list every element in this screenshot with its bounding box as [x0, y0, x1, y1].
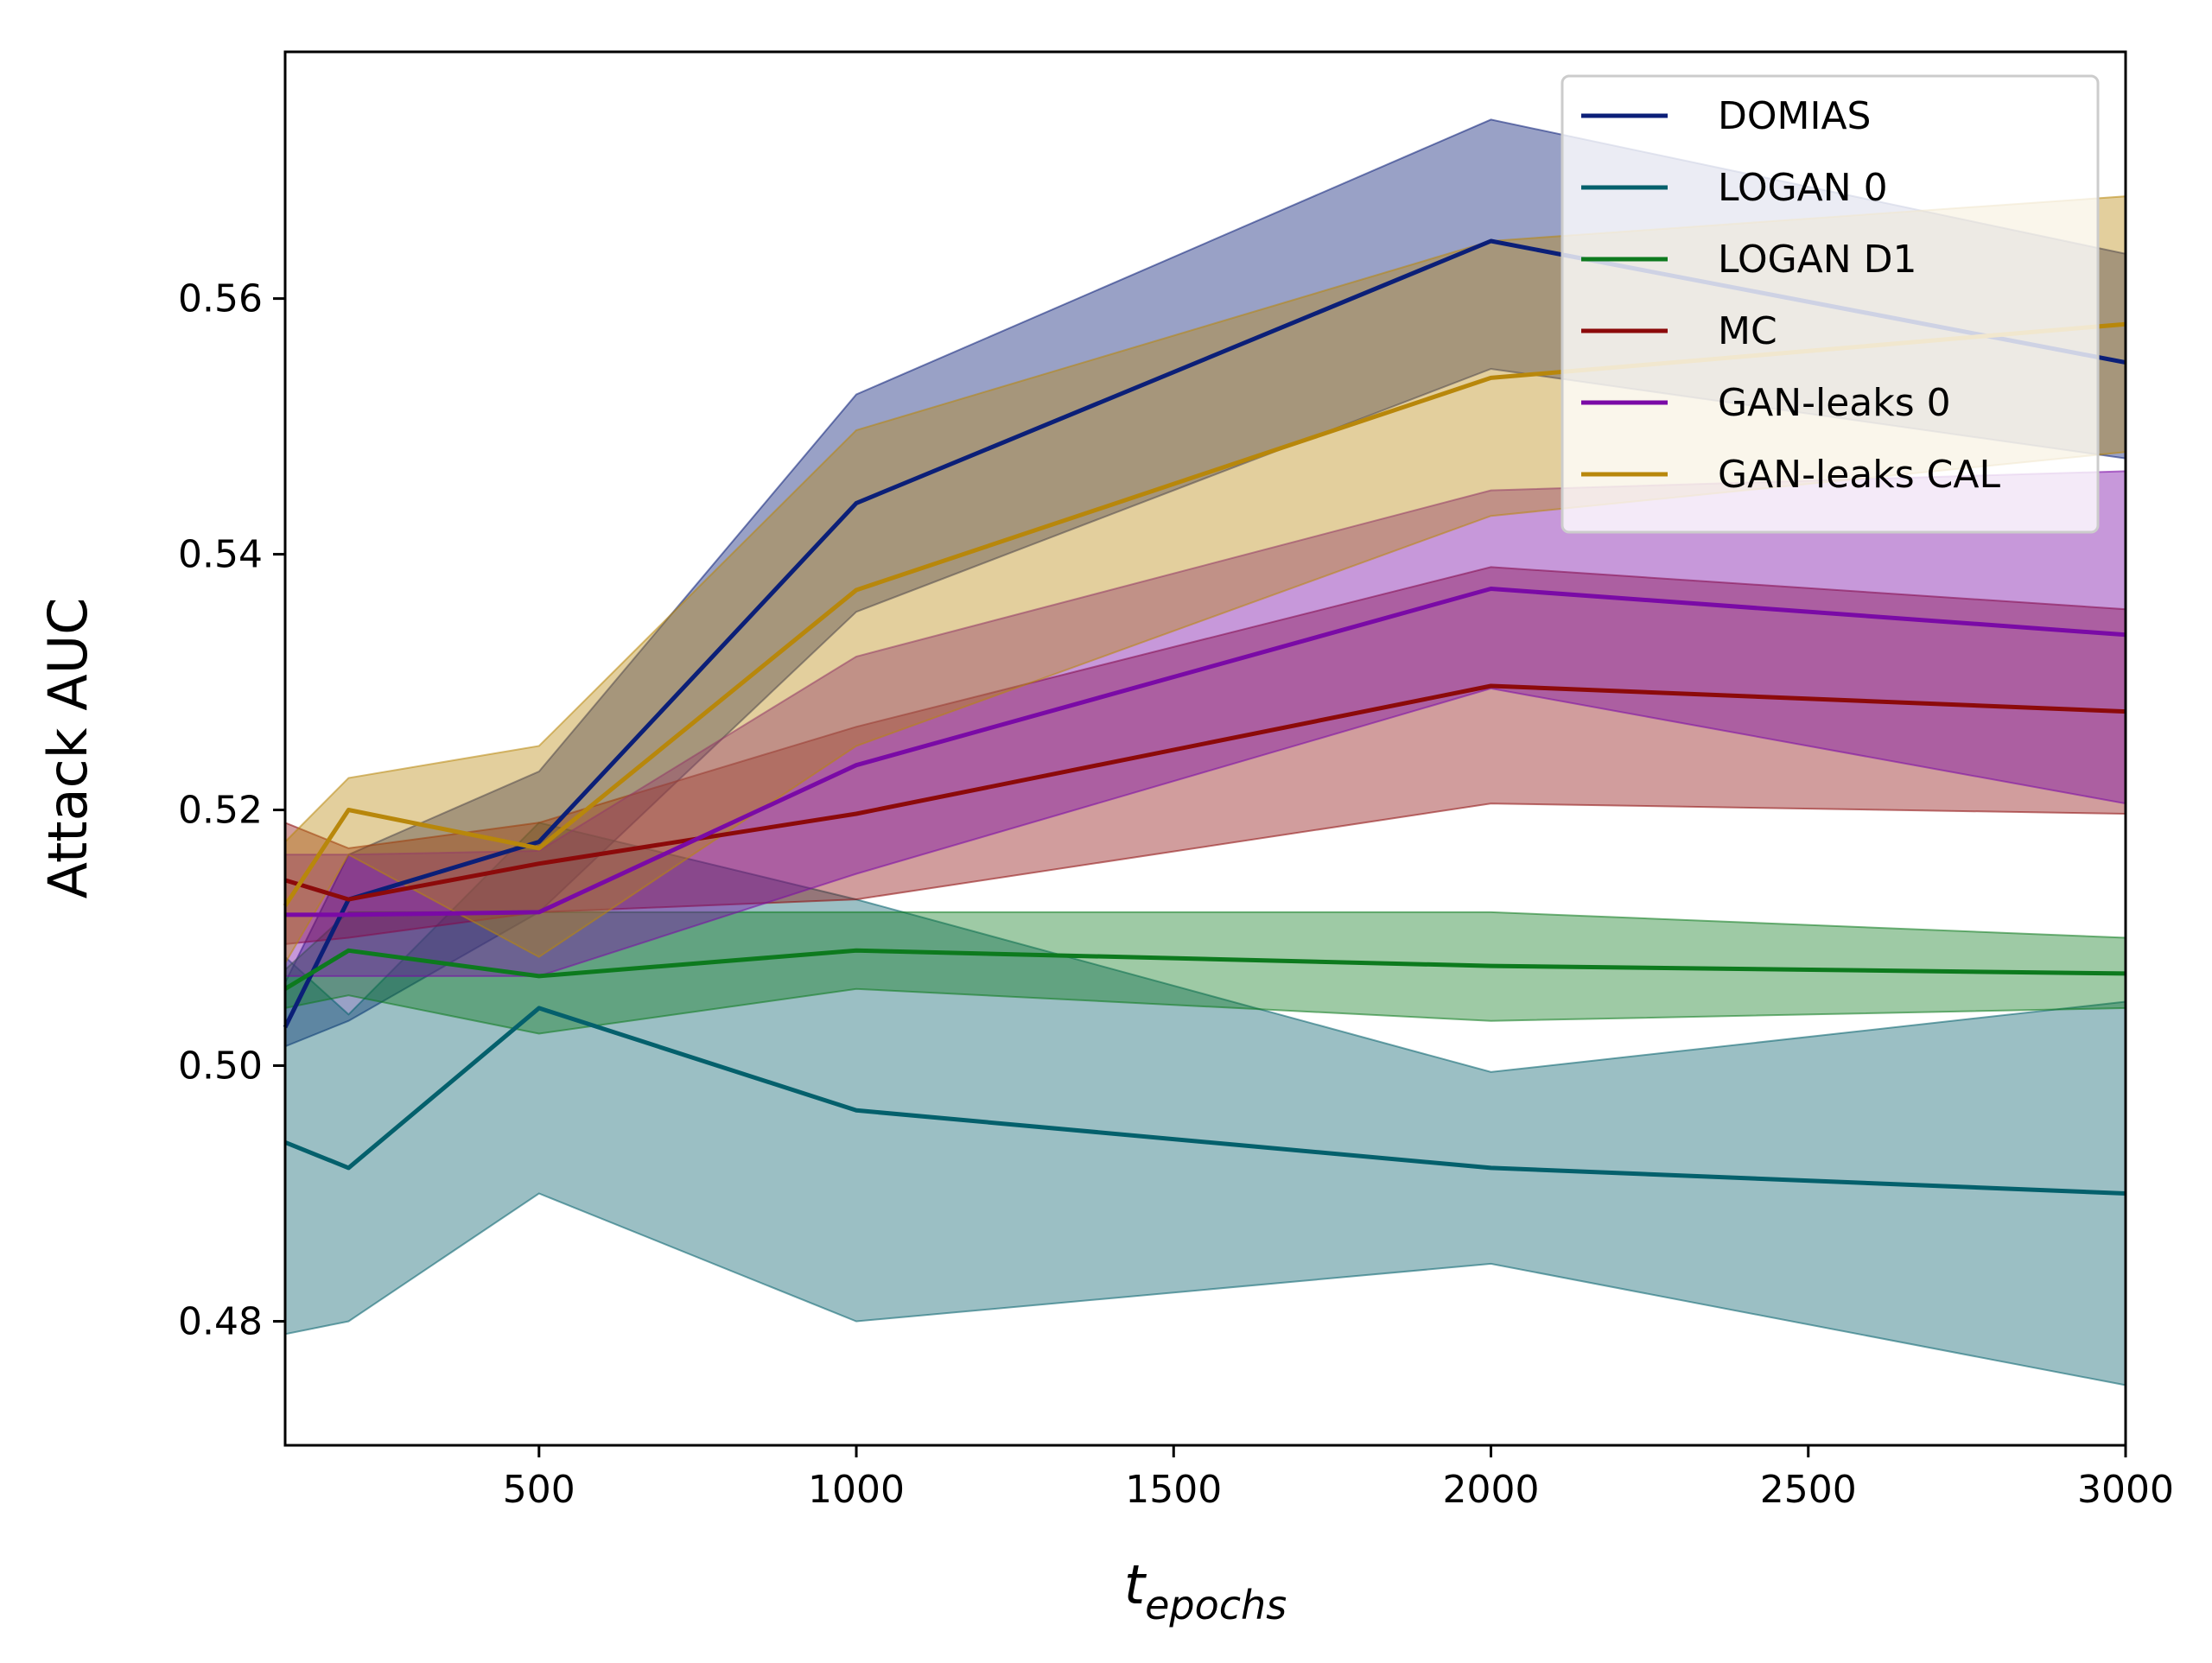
legend-label-gan-leaks-0: GAN-leaks 0 [1718, 381, 1951, 425]
y-axis-title: Attack AUC [36, 598, 99, 899]
x-axis-title: tepochs [1124, 1553, 1287, 1628]
y-axis-ticks: 0.48 0.50 0.52 0.54 0.56 [178, 277, 285, 1343]
y-tick-label: 0.56 [178, 277, 263, 321]
x-axis-title-main: t [1124, 1553, 1147, 1616]
x-tick-label: 500 [503, 1468, 575, 1512]
line-logan-0 [284, 1006, 2126, 1196]
legend: DOMIAS LOGAN 0 LOGAN D1 MC GAN-leaks 0 GAN-le… [1560, 74, 2100, 534]
plot-frame [283, 50, 2127, 1447]
x-tick-label: 3000 [2077, 1468, 2174, 1512]
x-axis-ticks: 500 1000 1500 2000 2500 3000 [503, 1445, 2174, 1512]
y-tick-label: 0.50 [178, 1044, 263, 1088]
x-tick-label: 1000 [808, 1468, 905, 1512]
x-tick-label: 2000 [1443, 1468, 1540, 1512]
line-gan-leaks-0 [285, 587, 2126, 917]
legend-label-gan-leaks-cal: GAN-leaks CAL [1718, 453, 2000, 497]
legend-box [1560, 74, 2100, 534]
line-logan-d1 [283, 948, 2126, 991]
legend-label-mc: MC [1718, 309, 1777, 353]
x-tick-label: 1500 [1125, 1468, 1222, 1512]
x-tick-label: 2500 [1760, 1468, 1857, 1512]
x-axis-title-subscript: epochs [1145, 1582, 1287, 1628]
legend-label-logan-d1: LOGAN D1 [1718, 238, 1917, 282]
y-tick-label: 0.54 [178, 533, 263, 577]
y-tick-label: 0.52 [178, 789, 263, 833]
legend-label-domias: DOMIAS [1718, 94, 1871, 138]
y-tick-label: 0.48 [178, 1299, 263, 1343]
legend-label-logan-0: LOGAN 0 [1718, 166, 1888, 210]
